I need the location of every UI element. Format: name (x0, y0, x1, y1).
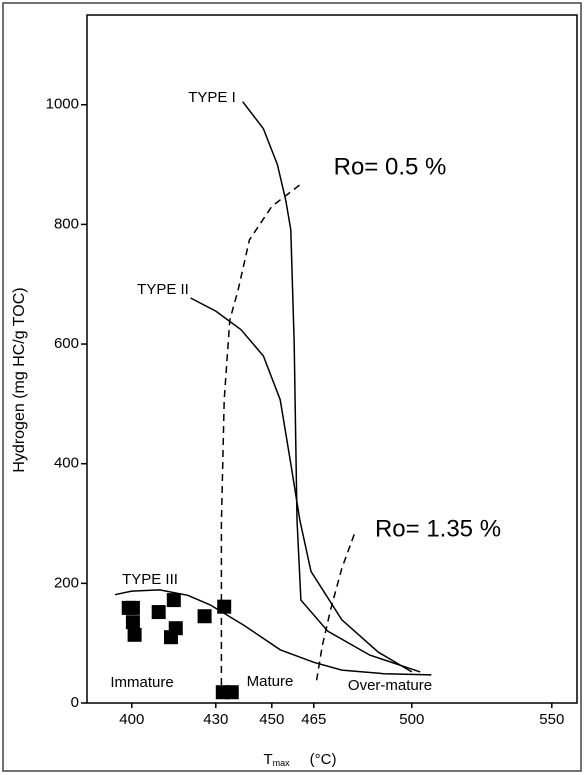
y-tick-label: 600 (54, 335, 79, 352)
curve-label: TYPE III (122, 571, 178, 588)
data-point (166, 593, 181, 608)
y-tick-label: 400 (54, 455, 79, 472)
x-tick-label: 465 (301, 711, 326, 728)
data-point (217, 599, 232, 614)
zone-label: Immature (110, 674, 173, 691)
curve-label: Ro= 1.35 % (375, 515, 501, 542)
y-tick-label: 800 (54, 215, 79, 232)
plot-frame (86, 14, 578, 704)
data-point (151, 605, 166, 620)
data-point (127, 627, 142, 642)
x-tick-label: 430 (203, 711, 228, 728)
kerogen-curve (242, 101, 421, 673)
x-tick-label: 550 (539, 711, 564, 728)
zone-label: Over-mature (348, 677, 432, 694)
y-tick-label: 200 (54, 574, 79, 591)
kerogen-curve (190, 297, 413, 673)
curve-label: TYPE I (188, 89, 236, 106)
x-label-sub: max (273, 758, 291, 768)
data-point (197, 609, 212, 624)
data-point (164, 630, 178, 645)
kerogen-curve (114, 589, 432, 676)
curve-label: TYPE II (137, 281, 189, 298)
data-point (125, 615, 140, 630)
x-tick-label: 400 (119, 711, 144, 728)
y-axis-label: Hydrogen (mg HC/g TOC) (11, 287, 28, 472)
x-tick-label: 500 (399, 711, 424, 728)
x-tick-label: 450 (259, 711, 284, 728)
ro-line (315, 529, 357, 681)
y-tick-label: 0 (71, 694, 79, 711)
x-label-unit: (°C) (310, 751, 337, 768)
ro-line (220, 184, 301, 697)
data-point (224, 685, 239, 700)
x-label-main: T (263, 751, 272, 768)
data-point (125, 600, 140, 615)
zone-label: Mature (247, 673, 294, 690)
y-tick-label: 1000 (46, 96, 79, 113)
curve-label: Ro= 0.5 % (334, 153, 447, 180)
x-axis-label: Tmax (°C) (263, 751, 336, 768)
